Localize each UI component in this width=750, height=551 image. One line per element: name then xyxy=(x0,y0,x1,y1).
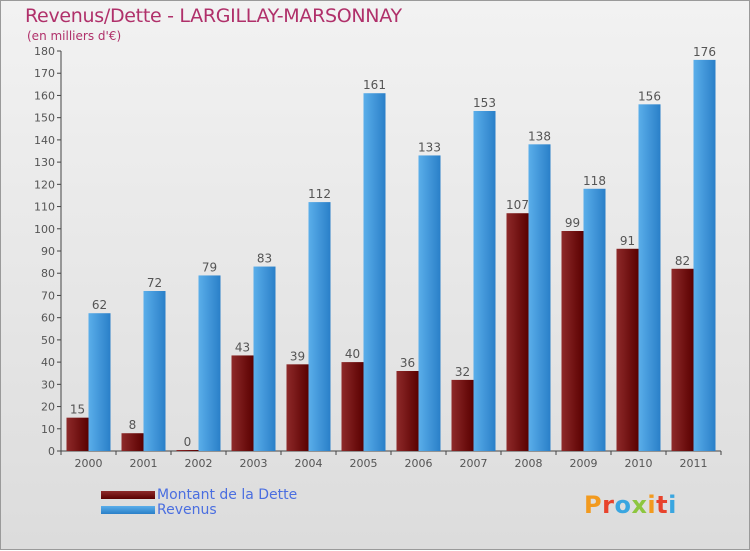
bar-revenus-2005 xyxy=(363,93,386,451)
data-label-dette: 82 xyxy=(675,254,690,268)
y-tick-label: 20 xyxy=(41,401,55,414)
data-label-dette: 107 xyxy=(506,198,529,212)
bar-dette-2004 xyxy=(286,364,309,451)
data-label-revenus: 138 xyxy=(528,129,551,143)
bar-revenus-2006 xyxy=(418,155,441,451)
y-tick-label: 30 xyxy=(41,378,55,391)
y-tick-label: 0 xyxy=(48,445,55,458)
bar-dette-2010 xyxy=(616,248,639,451)
data-label-dette: 99 xyxy=(565,216,580,230)
bar-revenus-2007 xyxy=(473,111,496,451)
y-tick-label: 10 xyxy=(41,423,55,436)
y-tick-label: 180 xyxy=(34,45,55,58)
bar-dette-2003 xyxy=(231,355,254,451)
y-tick-label: 170 xyxy=(34,67,55,80)
x-tick-label: 2000 xyxy=(75,457,103,470)
x-tick-label: 2009 xyxy=(570,457,598,470)
data-label-revenus: 118 xyxy=(583,174,606,188)
y-tick-label: 130 xyxy=(34,156,55,169)
bar-dette-2000 xyxy=(66,417,89,451)
x-tick-label: 2007 xyxy=(460,457,488,470)
data-label-dette: 0 xyxy=(184,435,192,449)
legend-label-revenus: Revenus xyxy=(157,502,217,518)
bar-dette-2002 xyxy=(176,450,199,451)
legend-swatch-revenus xyxy=(101,506,155,514)
y-tick-label: 150 xyxy=(34,112,55,125)
data-label-dette: 8 xyxy=(129,418,137,432)
data-label-revenus: 156 xyxy=(638,89,661,103)
data-label-dette: 32 xyxy=(455,365,470,379)
bar-revenus-2000 xyxy=(88,313,111,451)
x-tick-label: 2004 xyxy=(295,457,323,470)
data-label-dette: 15 xyxy=(70,403,85,417)
bar-revenus-2011 xyxy=(693,59,716,452)
bar-dette-2009 xyxy=(561,231,584,451)
data-label-revenus: 161 xyxy=(363,78,386,92)
data-label-dette: 40 xyxy=(345,347,360,361)
y-tick-label: 100 xyxy=(34,223,55,236)
x-tick-label: 2008 xyxy=(515,457,543,470)
data-label-revenus: 62 xyxy=(92,298,107,312)
y-tick-label: 120 xyxy=(34,178,55,191)
legend-item-revenus: Revenus xyxy=(101,502,217,518)
x-tick-label: 2010 xyxy=(625,457,653,470)
bar-dette-2006 xyxy=(396,371,419,451)
bar-revenus-2002 xyxy=(198,275,221,451)
data-label-revenus: 72 xyxy=(147,276,162,290)
bar-dette-2008 xyxy=(506,213,529,451)
data-label-revenus: 112 xyxy=(308,187,331,201)
y-tick-label: 90 xyxy=(41,245,55,258)
data-label-revenus: 79 xyxy=(202,260,217,274)
proxiti-logo: Proxiti xyxy=(584,491,677,519)
data-label-dette: 36 xyxy=(400,356,415,370)
bar-dette-2007 xyxy=(451,379,474,451)
x-tick-label: 2001 xyxy=(130,457,158,470)
data-label-dette: 91 xyxy=(620,234,635,248)
bar-revenus-2003 xyxy=(253,266,276,451)
data-label-revenus: 153 xyxy=(473,96,496,110)
bar-dette-2011 xyxy=(671,268,694,451)
y-tick-label: 160 xyxy=(34,89,55,102)
y-tick-label: 80 xyxy=(41,267,55,280)
y-tick-label: 60 xyxy=(41,312,55,325)
bar-revenus-2001 xyxy=(143,291,166,451)
x-tick-label: 2002 xyxy=(185,457,213,470)
x-tick-label: 2011 xyxy=(680,457,708,470)
x-tick-label: 2003 xyxy=(240,457,268,470)
bar-revenus-2008 xyxy=(528,144,551,452)
x-tick-label: 2005 xyxy=(350,457,378,470)
legend-swatch-dette xyxy=(101,491,155,499)
bar-dette-2005 xyxy=(341,362,364,451)
y-tick-label: 140 xyxy=(34,134,55,147)
x-tick-label: 2006 xyxy=(405,457,433,470)
y-tick-label: 40 xyxy=(41,356,55,369)
y-tick-label: 110 xyxy=(34,201,55,214)
legend-item-dette: Montant de la Dette xyxy=(101,487,297,503)
bar-revenus-2009 xyxy=(583,188,606,451)
data-label-dette: 39 xyxy=(290,349,305,363)
legend-label-dette: Montant de la Dette xyxy=(157,487,298,503)
y-tick-label: 50 xyxy=(41,334,55,347)
bar-dette-2001 xyxy=(121,433,144,451)
chart-subtitle: (en milliers d'€) xyxy=(27,29,122,43)
data-label-revenus: 83 xyxy=(257,252,272,266)
data-label-dette: 43 xyxy=(235,340,250,354)
y-tick-label: 70 xyxy=(41,289,55,302)
bar-revenus-2004 xyxy=(308,202,331,451)
chart-title: Revenus/Dette - LARGILLAY-MARSONNAY xyxy=(25,5,402,27)
data-label-revenus: 176 xyxy=(693,45,716,59)
data-label-revenus: 133 xyxy=(418,140,441,154)
bar-revenus-2010 xyxy=(638,104,661,451)
